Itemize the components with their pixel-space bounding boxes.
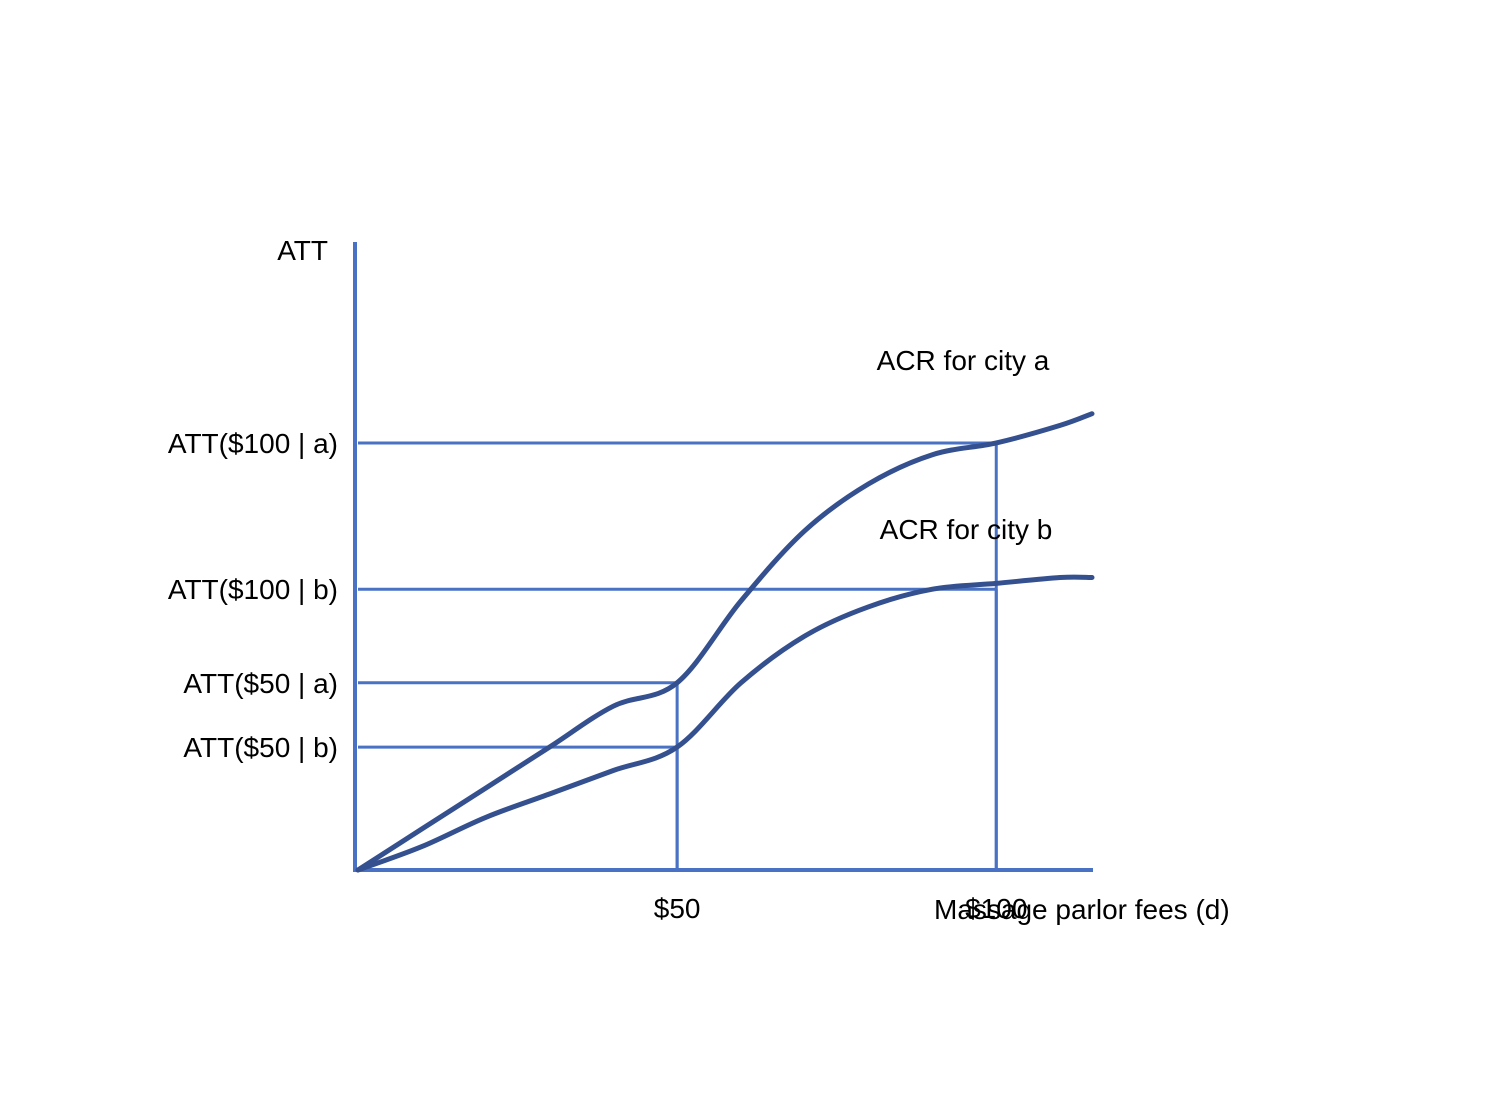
- y-tick-label-att-100-b: ATT($100 | b): [168, 574, 338, 605]
- y-tick-label-att-50-b: ATT($50 | b): [183, 732, 338, 763]
- y-tick-label-att-50-a: ATT($50 | a): [183, 668, 338, 699]
- series-label-acr-for-city-a: ACR for city a: [877, 345, 1050, 376]
- curve-acr-for-city-a: [355, 411, 1095, 873]
- y-axis-label: ATT: [277, 235, 328, 266]
- y-tick-label-att-100-a: ATT($100 | a): [168, 428, 338, 459]
- curve-acr-for-city-b: [355, 574, 1095, 873]
- x-tick-label-100: $100: [965, 893, 1027, 924]
- x-axis-label: Massage parlor fees (d): [934, 894, 1230, 925]
- reference-lines: [358, 441, 998, 870]
- labels: ATT Massage parlor fees (d) $50 $100 ATT($10…: [168, 235, 1230, 925]
- axes: [353, 242, 1093, 872]
- curves: [355, 411, 1095, 873]
- series-label-acr-for-city-b: ACR for city b: [880, 514, 1053, 545]
- x-tick-label-50: $50: [654, 893, 701, 924]
